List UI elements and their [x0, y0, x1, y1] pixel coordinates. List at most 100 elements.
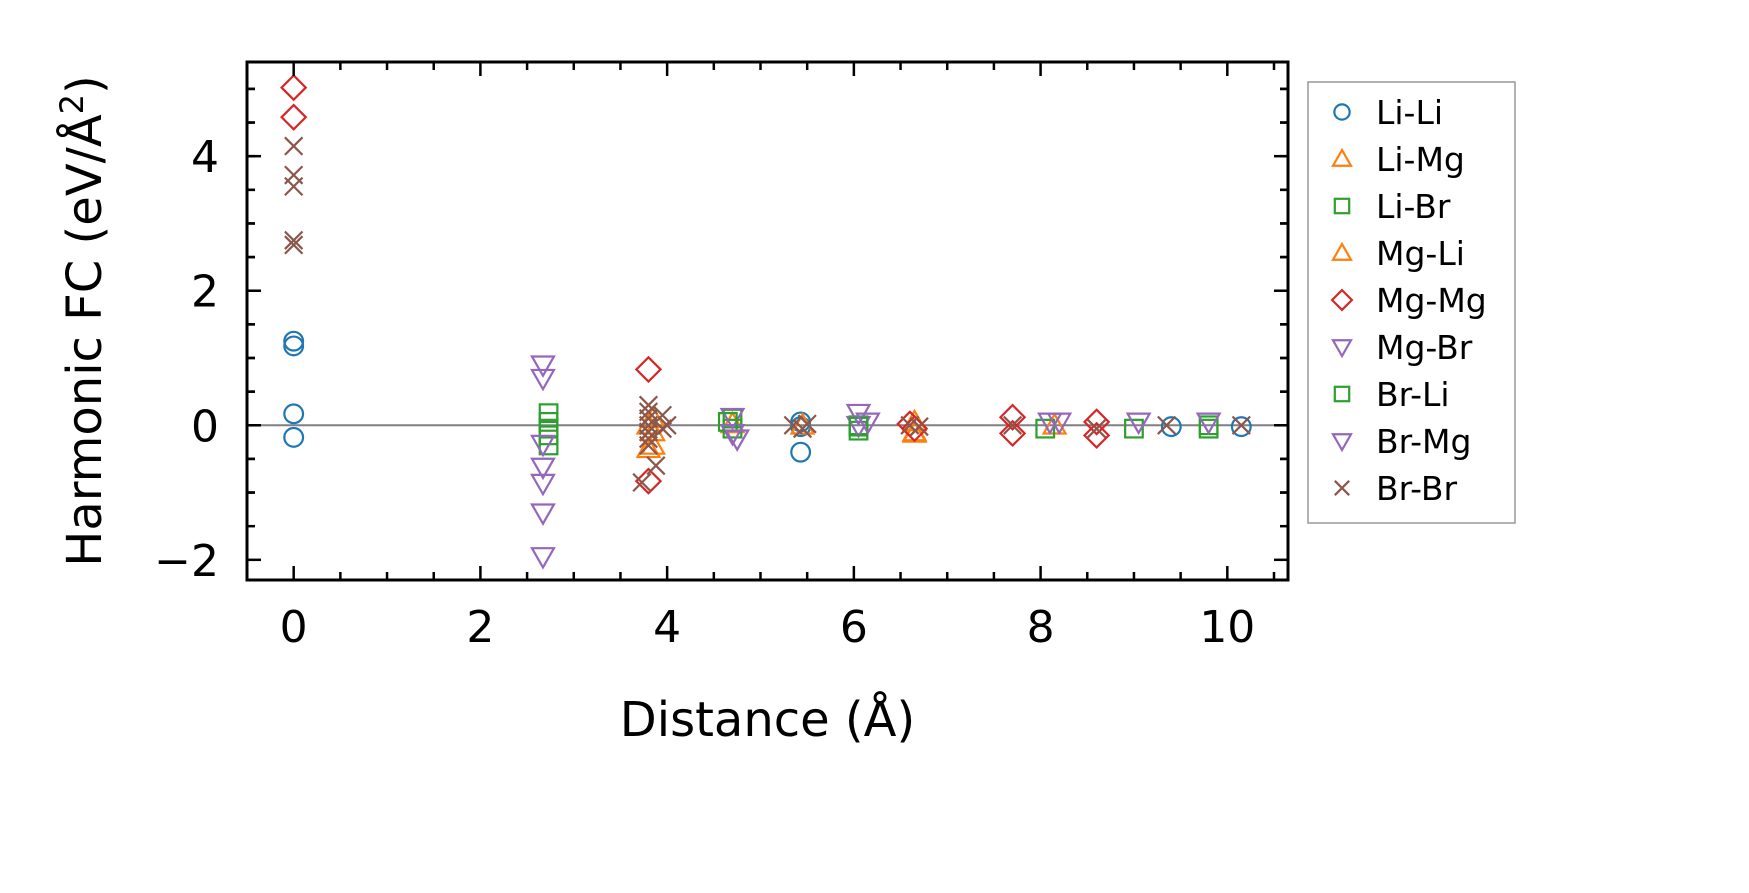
data-point	[719, 423, 746, 447]
legend-marker	[1334, 480, 1350, 496]
legend-item: Li-Mg	[1331, 140, 1465, 179]
legend-marker	[1331, 241, 1353, 261]
legend-item: Li-Li	[1333, 93, 1443, 132]
data-point	[283, 403, 305, 425]
data-point	[284, 235, 304, 255]
data-point	[909, 417, 929, 437]
legend-marker	[1331, 147, 1353, 167]
y-tick-label: 4	[191, 132, 219, 183]
data-point	[530, 457, 556, 481]
legend-item: Br-Br	[1334, 469, 1457, 508]
data-point	[284, 230, 304, 250]
data-point	[1125, 412, 1152, 436]
legend-item: Br-Mg	[1331, 422, 1471, 461]
data-point	[284, 136, 304, 156]
plot-frame	[245, 60, 1290, 582]
data-point	[1124, 418, 1144, 439]
data-point	[797, 414, 817, 434]
x-tick-label: 4	[653, 602, 681, 653]
x-tick-label: 2	[466, 602, 494, 653]
data-point	[1003, 415, 1023, 435]
data-point	[283, 426, 305, 448]
data-point	[283, 335, 305, 357]
data-point	[283, 330, 305, 352]
y-axis-title-close: )	[57, 75, 113, 94]
data-point	[1082, 421, 1111, 450]
data-point	[1082, 408, 1111, 436]
series-br-br	[284, 136, 1251, 493]
legend-marker	[1333, 197, 1351, 215]
data-point	[1195, 412, 1222, 436]
x-tick-label: 0	[280, 602, 308, 653]
data-point	[719, 410, 746, 434]
data-points	[280, 73, 1252, 570]
data-point	[634, 467, 663, 495]
y-tick-label: 2	[191, 267, 219, 318]
data-point	[280, 73, 308, 102]
axis-ticks	[245, 62, 1288, 580]
legend-item: Mg-Li	[1331, 234, 1465, 273]
data-point	[1087, 419, 1107, 439]
data-point	[646, 456, 666, 476]
series-mg-br	[530, 355, 872, 570]
legend-item: Br-Li	[1333, 375, 1450, 414]
data-point	[638, 435, 659, 456]
legend-marker	[1333, 385, 1351, 403]
legend-label: Br-Mg	[1376, 422, 1471, 461]
legend-label: Li-Li	[1376, 93, 1443, 132]
legend-label: Li-Br	[1376, 187, 1451, 226]
data-point	[530, 547, 556, 570]
data-point	[530, 368, 556, 392]
data-point	[854, 412, 881, 436]
x-tick-label: 10	[1199, 602, 1255, 653]
legend-marker	[1330, 288, 1354, 312]
data-point	[998, 403, 1027, 431]
data-point	[998, 419, 1027, 448]
legend-label: Br-Li	[1376, 375, 1450, 414]
legend-items: Li-Li Li-Mg Li-Br Mg-Li Mg-Mg Mg-Br Br-Li Br-Mg…	[1330, 93, 1487, 508]
y-axis-title-main: Harmonic FC (eV/Å	[56, 114, 113, 567]
data-point	[1160, 416, 1182, 438]
data-point	[530, 503, 556, 526]
y-axis-title: Harmonic FC (eV/Å2)	[53, 75, 113, 567]
series-br-mg	[724, 412, 1222, 452]
data-point	[657, 415, 677, 435]
legend-item: Mg-Mg	[1330, 281, 1487, 320]
legend-marker	[1331, 433, 1353, 453]
data-point	[530, 473, 556, 497]
data-point	[638, 429, 659, 449]
x-axis-title: Distance (Å)	[620, 691, 915, 748]
data-point	[1231, 415, 1251, 435]
data-point	[530, 355, 556, 378]
data-point	[652, 405, 673, 425]
data-point	[280, 103, 308, 131]
data-point	[1035, 418, 1056, 439]
data-point	[790, 441, 812, 463]
legend-label: Mg-Mg	[1376, 281, 1487, 320]
legend-label: Mg-Br	[1376, 328, 1473, 367]
data-point	[724, 429, 751, 452]
legend: Li-Li Li-Mg Li-Br Mg-Li Mg-Mg Mg-Br Br-Li Br-Mg…	[1307, 81, 1516, 524]
legend-item: Li-Br	[1333, 187, 1451, 226]
legend-marker	[1333, 103, 1351, 121]
legend-label: Mg-Li	[1376, 234, 1465, 273]
data-point	[638, 395, 659, 415]
y-axis-title-superscript: 2	[53, 94, 91, 114]
legend-item: Mg-Br	[1331, 328, 1473, 367]
data-point	[530, 434, 556, 458]
data-point	[1230, 416, 1252, 438]
tick-labels: 0 2 4 6 8 10 −2 0 2 4	[154, 132, 1255, 653]
data-point	[634, 355, 663, 384]
data-point	[632, 472, 652, 493]
data-point	[1046, 412, 1073, 436]
legend-marker	[1331, 339, 1353, 359]
data-point	[284, 176, 304, 197]
legend-label: Li-Mg	[1376, 140, 1465, 179]
x-tick-label: 8	[1027, 602, 1055, 653]
y-tick-label: −2	[154, 536, 219, 587]
y-tick-label: 0	[191, 401, 219, 452]
legend-label: Br-Br	[1376, 469, 1457, 508]
x-tick-label: 6	[840, 602, 868, 653]
data-point	[1157, 415, 1177, 435]
